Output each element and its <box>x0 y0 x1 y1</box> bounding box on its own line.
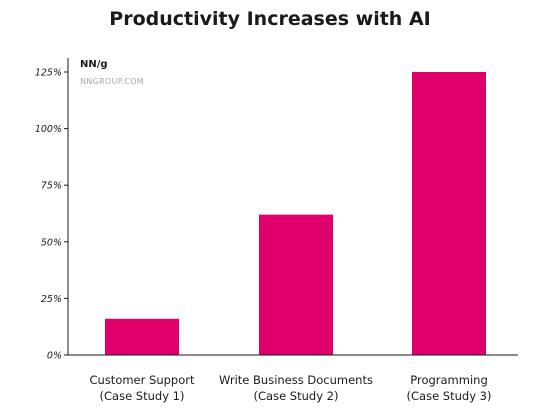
y-tick-label: 125% <box>35 68 62 79</box>
y-tick-label: 0% <box>47 351 62 362</box>
bar <box>412 72 486 355</box>
x-tick-label-line: (Case Study 3) <box>406 389 492 403</box>
y-tick-label: 50% <box>41 237 62 248</box>
x-tick-label-line: (Case Study 2) <box>253 389 339 403</box>
y-tick-label: 100% <box>35 124 62 135</box>
chart-title: Productivity Increases with AI <box>109 8 431 30</box>
nng-url: NNGROUP.COM <box>80 77 145 86</box>
x-tick-label-line: Customer Support <box>89 373 195 387</box>
nng-logo: NN/g <box>80 59 108 70</box>
x-tick-label: Customer Support (Case Study 1) <box>52 372 232 404</box>
x-tick-label-line: (Case Study 1) <box>99 389 185 403</box>
bar <box>259 214 333 355</box>
x-tick-label: Write Business Documents (Case Study 2) <box>206 372 386 404</box>
x-tick-label-line: Write Business Documents <box>219 373 373 387</box>
bars <box>105 72 486 355</box>
y-tick-label: 25% <box>41 294 62 305</box>
x-tick-label: Programming (Case Study 3) <box>359 372 539 404</box>
bar <box>105 318 179 355</box>
y-axis: 0% 25% 50% 75% 100% 125% <box>35 58 69 362</box>
x-tick-label-line: Programming <box>410 373 488 387</box>
y-tick-label: 75% <box>41 181 62 192</box>
